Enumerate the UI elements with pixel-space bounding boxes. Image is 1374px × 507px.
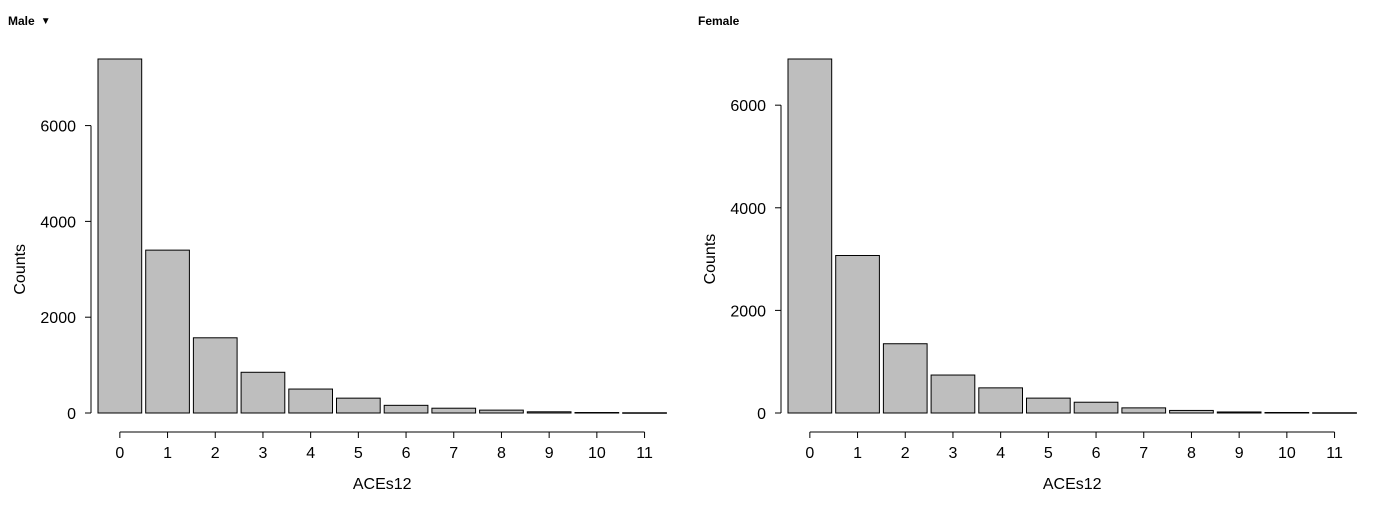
bar-6 xyxy=(383,404,429,414)
y-tick-label: 4000 xyxy=(40,214,76,231)
y-axis-label: Counts xyxy=(702,234,719,285)
bar-4 xyxy=(978,387,1023,414)
y-axis-label: Counts xyxy=(12,244,29,295)
y-tick-label: 2000 xyxy=(40,310,76,327)
x-tick-label: 6 xyxy=(402,445,411,462)
male-bar-chart: 0 2000 4000 6000 0 1 2 3 4 5 6 7 8 9 10 11 ACEs12 Counts xyxy=(12,58,667,493)
x-tick-label: 5 xyxy=(1044,445,1053,462)
x-tick-label: 7 xyxy=(1139,445,1148,462)
triangle-down-icon[interactable]: ▼ xyxy=(40,15,51,27)
y-tick-label: 0 xyxy=(757,406,766,423)
x-tick-label: 11 xyxy=(636,445,653,462)
y-tick-label: 0 xyxy=(67,406,76,423)
male-chart-panel: Male ▼ 0 2000 4000 6000 0 1 2 3 4 5 6 7 8 9 10 11 ACEs12… xyxy=(0,0,680,507)
bar-11 xyxy=(622,412,667,414)
x-tick-label: 4 xyxy=(996,445,1005,462)
x-tick-label: 3 xyxy=(948,445,957,462)
x-tick-label: 7 xyxy=(449,445,458,462)
y-tick-label: 6000 xyxy=(40,119,76,136)
bar-7 xyxy=(1121,407,1167,414)
x-tick-label: 11 xyxy=(1326,445,1343,462)
x-tick-label: 10 xyxy=(1278,445,1296,462)
bar-1 xyxy=(835,254,880,414)
bar-9 xyxy=(526,411,572,414)
bar-2 xyxy=(882,343,928,414)
x-tick-label: 2 xyxy=(211,445,220,462)
bar-10 xyxy=(574,412,620,414)
y-tick-label: 6000 xyxy=(730,98,766,115)
bar-3 xyxy=(930,374,976,414)
x-tick-label: 9 xyxy=(1235,445,1244,462)
female-panel-header: Female xyxy=(698,14,739,28)
bar-10 xyxy=(1264,411,1310,414)
bar-1 xyxy=(145,249,190,414)
x-tick-label: 9 xyxy=(545,445,554,462)
panel-title: Male xyxy=(8,14,35,28)
bar-5 xyxy=(1026,397,1071,414)
bar-5 xyxy=(336,397,381,414)
bar-8 xyxy=(479,409,524,414)
bar-7 xyxy=(431,407,477,414)
bar-8 xyxy=(1169,409,1214,414)
bar-11 xyxy=(1312,412,1357,414)
x-tick-label: 6 xyxy=(1092,445,1101,462)
bar-4 xyxy=(288,388,333,414)
x-tick-label: 8 xyxy=(1187,445,1196,462)
female-chart-panel: Female 0 2000 4000 6000 0 1 2 3 4 5 6 7 8 9 10 11 ACEs12… xyxy=(690,0,1370,507)
x-tick-label: 1 xyxy=(853,445,862,462)
x-tick-label: 0 xyxy=(115,445,124,462)
x-tick-label: 0 xyxy=(805,445,814,462)
female-bar-chart: 0 2000 4000 6000 0 1 2 3 4 5 6 7 8 9 10 11 ACEs12 Counts xyxy=(702,58,1357,493)
y-tick-label: 4000 xyxy=(730,201,766,218)
x-tick-label: 10 xyxy=(588,445,606,462)
panel-title: Female xyxy=(698,14,740,28)
x-tick-label: 1 xyxy=(163,445,172,462)
y-tick-label: 2000 xyxy=(730,303,766,320)
bar-2 xyxy=(192,337,238,414)
x-tick-label: 4 xyxy=(306,445,315,462)
x-tick-label: 2 xyxy=(901,445,910,462)
x-tick-label: 8 xyxy=(497,445,506,462)
x-axis-label: ACEs12 xyxy=(1043,476,1102,493)
bar-9 xyxy=(1216,411,1262,414)
male-panel-header[interactable]: Male ▼ xyxy=(8,14,51,28)
x-tick-label: 5 xyxy=(354,445,363,462)
bar-6 xyxy=(1073,401,1119,414)
x-tick-label: 3 xyxy=(258,445,267,462)
bar-0 xyxy=(97,58,143,414)
bar-3 xyxy=(240,371,286,414)
bar-0 xyxy=(787,58,833,414)
x-axis-label: ACEs12 xyxy=(353,476,412,493)
